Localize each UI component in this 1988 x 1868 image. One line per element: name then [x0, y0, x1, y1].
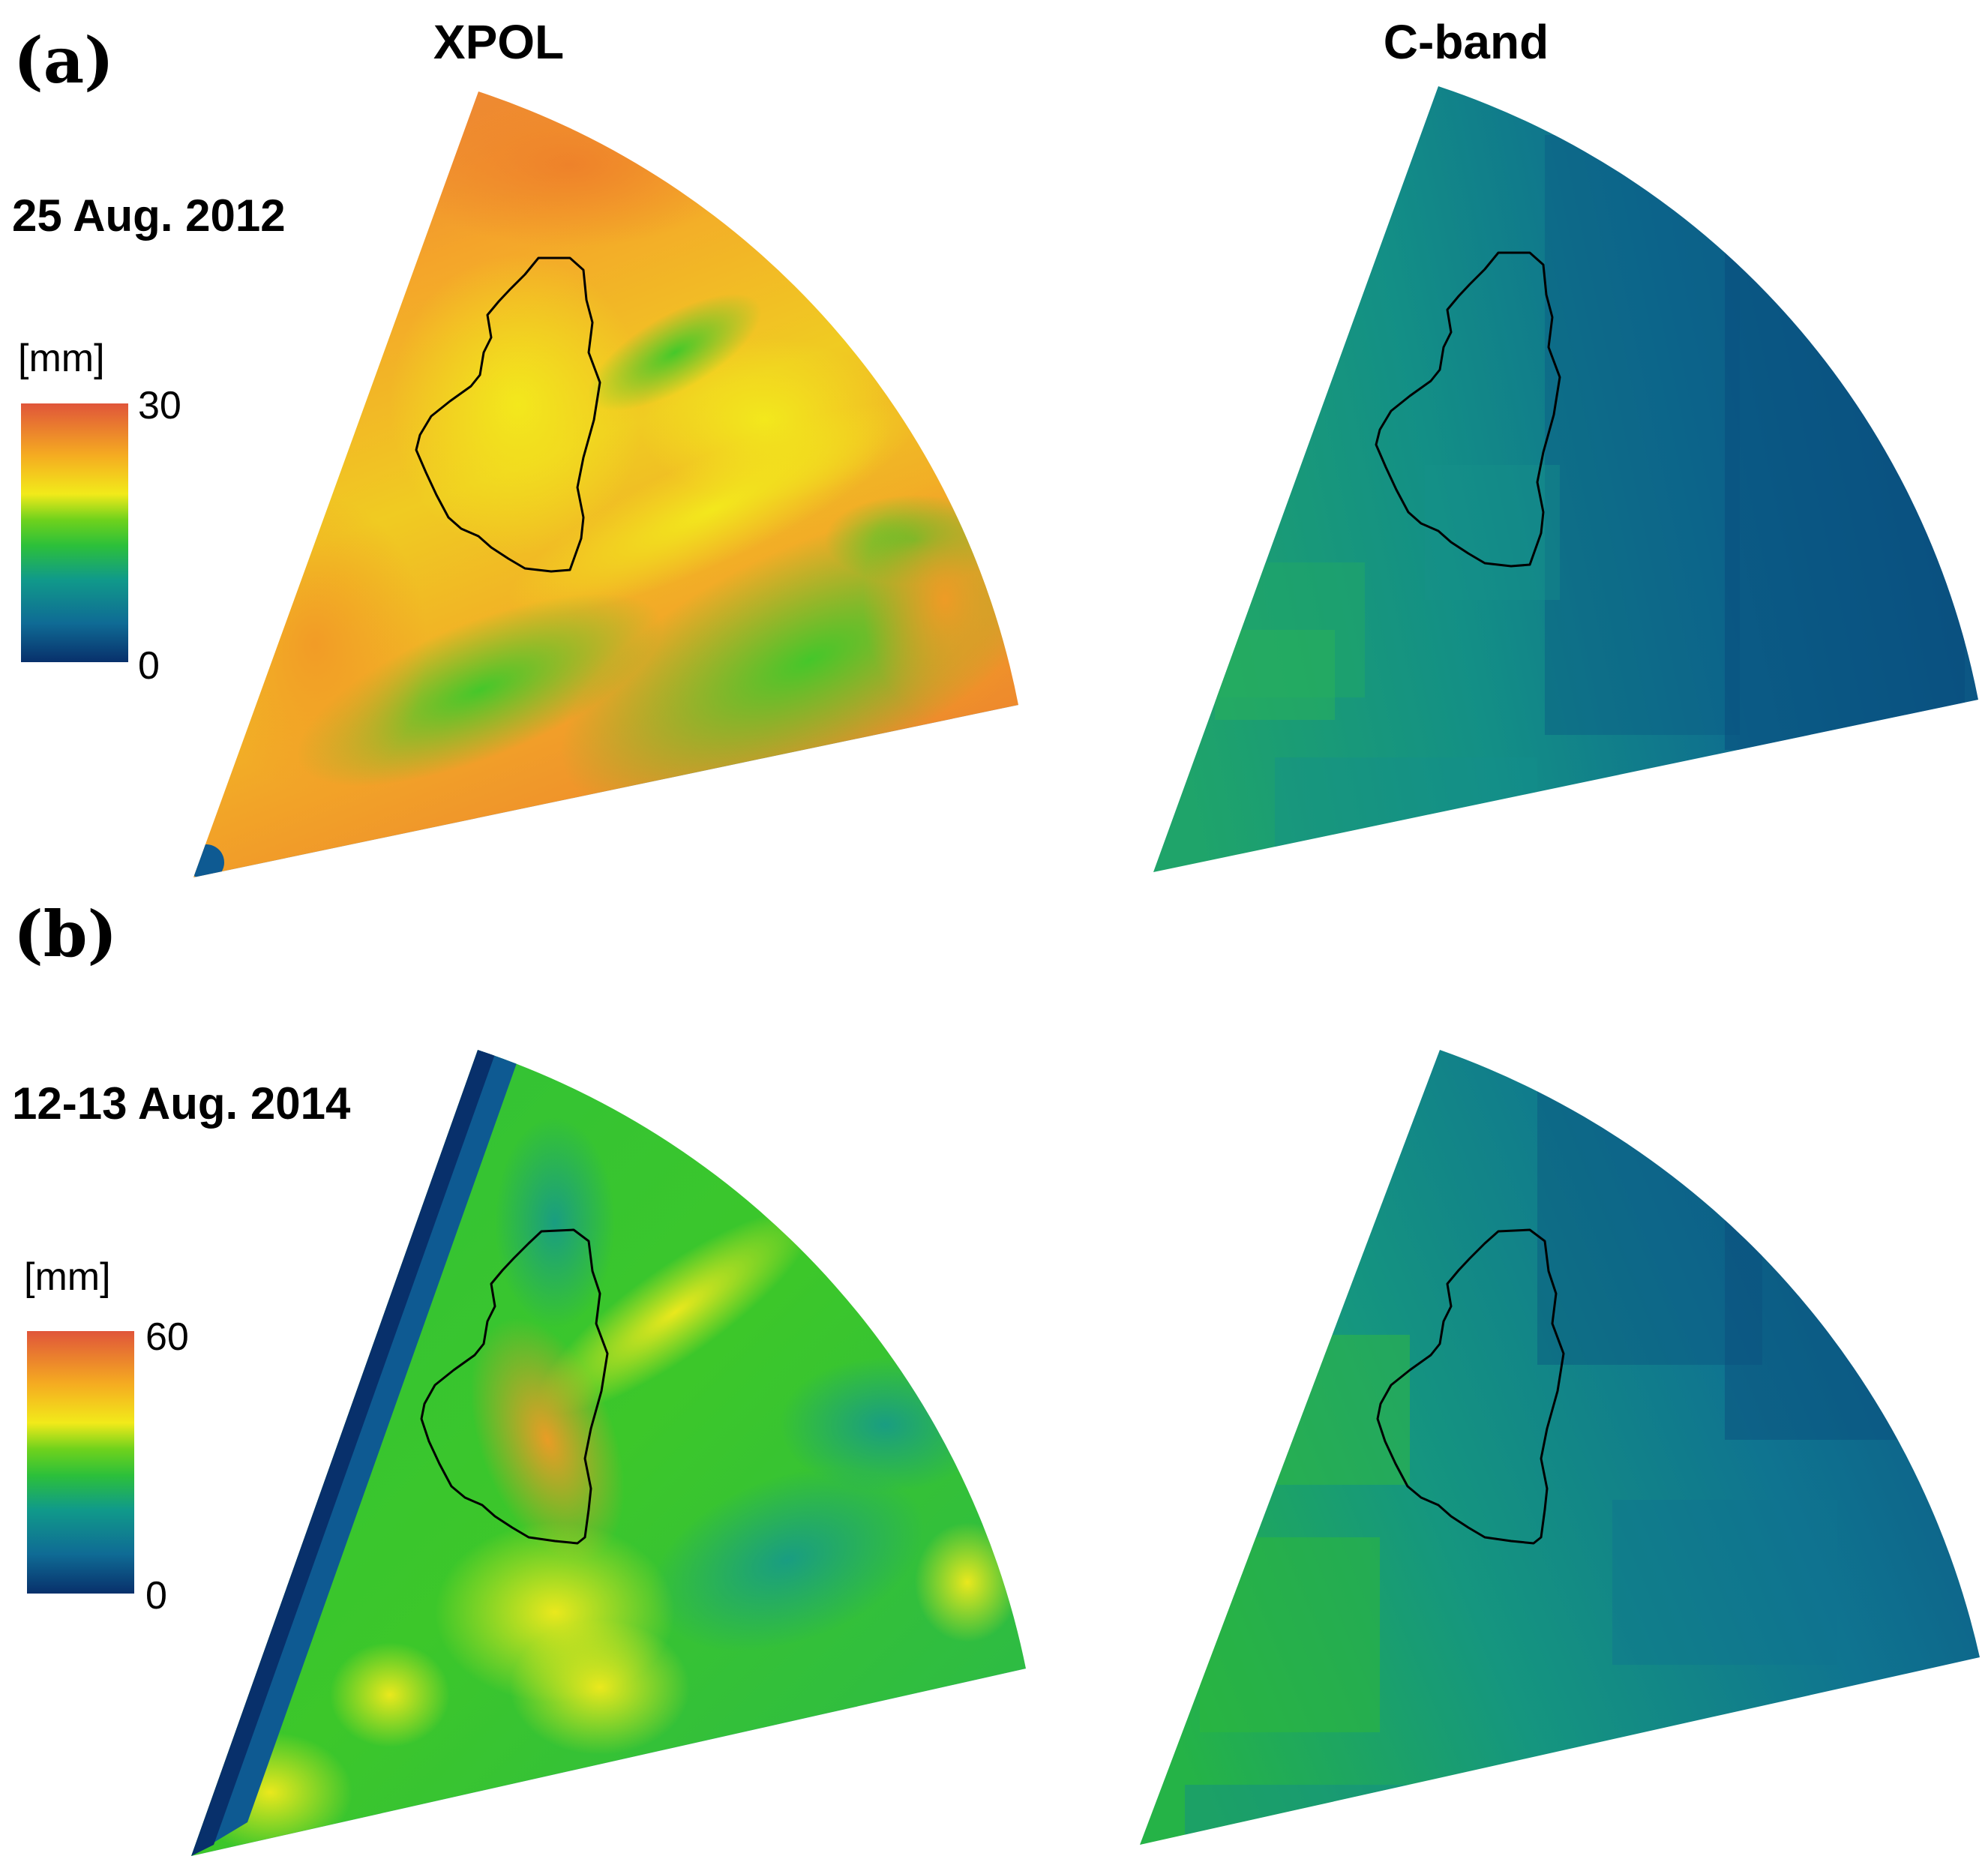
panel-a-colorbar-unit: [mm] — [18, 337, 105, 380]
panel-a-colorbar-max: 30 — [138, 384, 181, 427]
panel-b-colorbar: [mm] 60 0 — [24, 1255, 189, 1618]
panel-b-colorbar-max: 60 — [145, 1315, 189, 1359]
panel-a: (a) 25 Aug. 2012 [mm] 30 0 — [12, 23, 1978, 877]
panel-b-label: (b) — [13, 897, 117, 971]
panel-b-colorbar-unit: [mm] — [24, 1255, 111, 1299]
panel-b-cband-catchment-outline — [1376, 1228, 1565, 1545]
panel-b-colorbar-min: 0 — [145, 1574, 167, 1618]
panel-a-xpol-catchment-outline — [415, 256, 601, 573]
panel-b-xpol-map — [191, 1050, 1026, 1856]
panel-a-date: 25 Aug. 2012 — [12, 190, 286, 241]
panel-a-label: (a) — [13, 23, 114, 97]
panel-a-colorbar: [mm] 30 0 — [18, 337, 181, 688]
panel-a-xpol-map — [193, 91, 1018, 877]
panel-b-date: 12-13 Aug. 2014 — [12, 1078, 351, 1129]
panel-b: (b) 12-13 Aug. 2014 [mm] 60 0 — [12, 897, 1980, 1856]
panel-a-cband-catchment-outline — [1375, 251, 1561, 568]
cband-column-title: C-band — [1384, 15, 1549, 69]
panel-b-colorbar-bar — [27, 1331, 134, 1594]
panel-b-cband-map — [1140, 1050, 1980, 1845]
xpol-column-title: XPOL — [433, 15, 564, 69]
panel-b-xpol-catchment-outline — [420, 1228, 609, 1545]
panel-a-colorbar-bar — [21, 403, 128, 662]
panel-a-cband-map — [1153, 86, 1978, 872]
panel-a-colorbar-min: 0 — [138, 644, 160, 688]
